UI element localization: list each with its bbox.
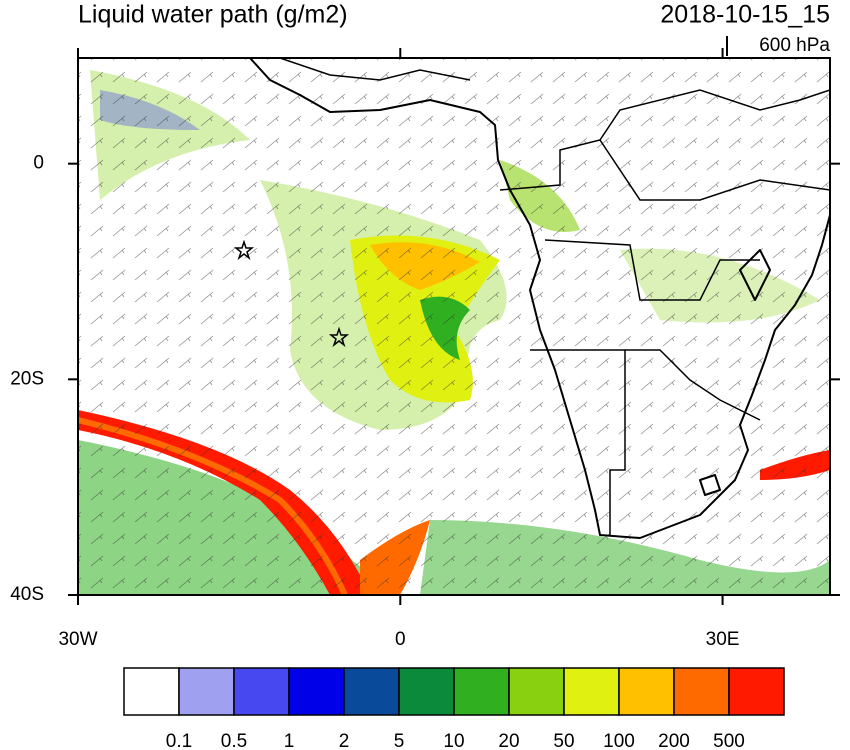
lake <box>739 249 771 301</box>
colorbar-label: 1 <box>284 731 295 750</box>
y-tick-label: 0 <box>33 153 44 174</box>
colorbar-box <box>398 667 455 716</box>
colorbar-box <box>618 667 675 716</box>
colorbar-box <box>178 667 235 716</box>
x-tick-label: 30W <box>58 629 97 650</box>
border <box>599 139 830 201</box>
colorbar-box <box>453 667 510 716</box>
lesotho <box>699 474 721 496</box>
colorbar-box <box>563 667 620 716</box>
colorbar-box <box>673 667 730 716</box>
colorbar-label: 100 <box>603 731 635 750</box>
border <box>625 349 761 421</box>
x-tick-label: 0 <box>395 629 406 650</box>
colorbar-label: 5 <box>394 731 405 750</box>
colorbar-box <box>288 667 345 716</box>
colorbar-label: 10 <box>443 731 464 750</box>
border <box>530 349 626 535</box>
colorbar-label: 20 <box>498 731 519 750</box>
border <box>279 58 471 81</box>
colorbar-box <box>728 667 785 716</box>
time: 2018-10-15_15 <box>660 1 830 29</box>
colorbar-label: 200 <box>658 731 690 750</box>
colorbar-label: 2 <box>339 731 350 750</box>
title: Liquid water path (g/m2) <box>78 1 348 29</box>
colorbar-label: 500 <box>713 731 745 750</box>
wind-barbs <box>78 58 830 595</box>
star-marker <box>233 239 255 261</box>
colorbar-label: 50 <box>553 731 574 750</box>
map-frame <box>77 57 831 596</box>
axes: 30W 0 30E 0 20S 40S <box>10 48 840 650</box>
map-field <box>78 58 830 595</box>
colorbar-label: 0.5 <box>221 731 247 750</box>
colorbar-box <box>343 667 400 716</box>
border <box>499 89 830 191</box>
x-tick-label: 30E <box>706 629 740 650</box>
colorbar-box <box>508 667 565 716</box>
colorbar-box <box>233 667 290 716</box>
colorbar-label: 0.1 <box>166 731 192 750</box>
coastline <box>249 58 830 539</box>
border <box>544 239 760 301</box>
level: 600 hPa <box>759 35 830 56</box>
colorbar-box <box>123 667 180 716</box>
colorbar: 0.1 0.5 1 2 5 10 20 50 100 200 500 <box>123 667 785 750</box>
star-marker <box>328 326 350 348</box>
y-tick-label: 20S <box>10 368 44 389</box>
y-tick-label: 40S <box>10 584 44 605</box>
